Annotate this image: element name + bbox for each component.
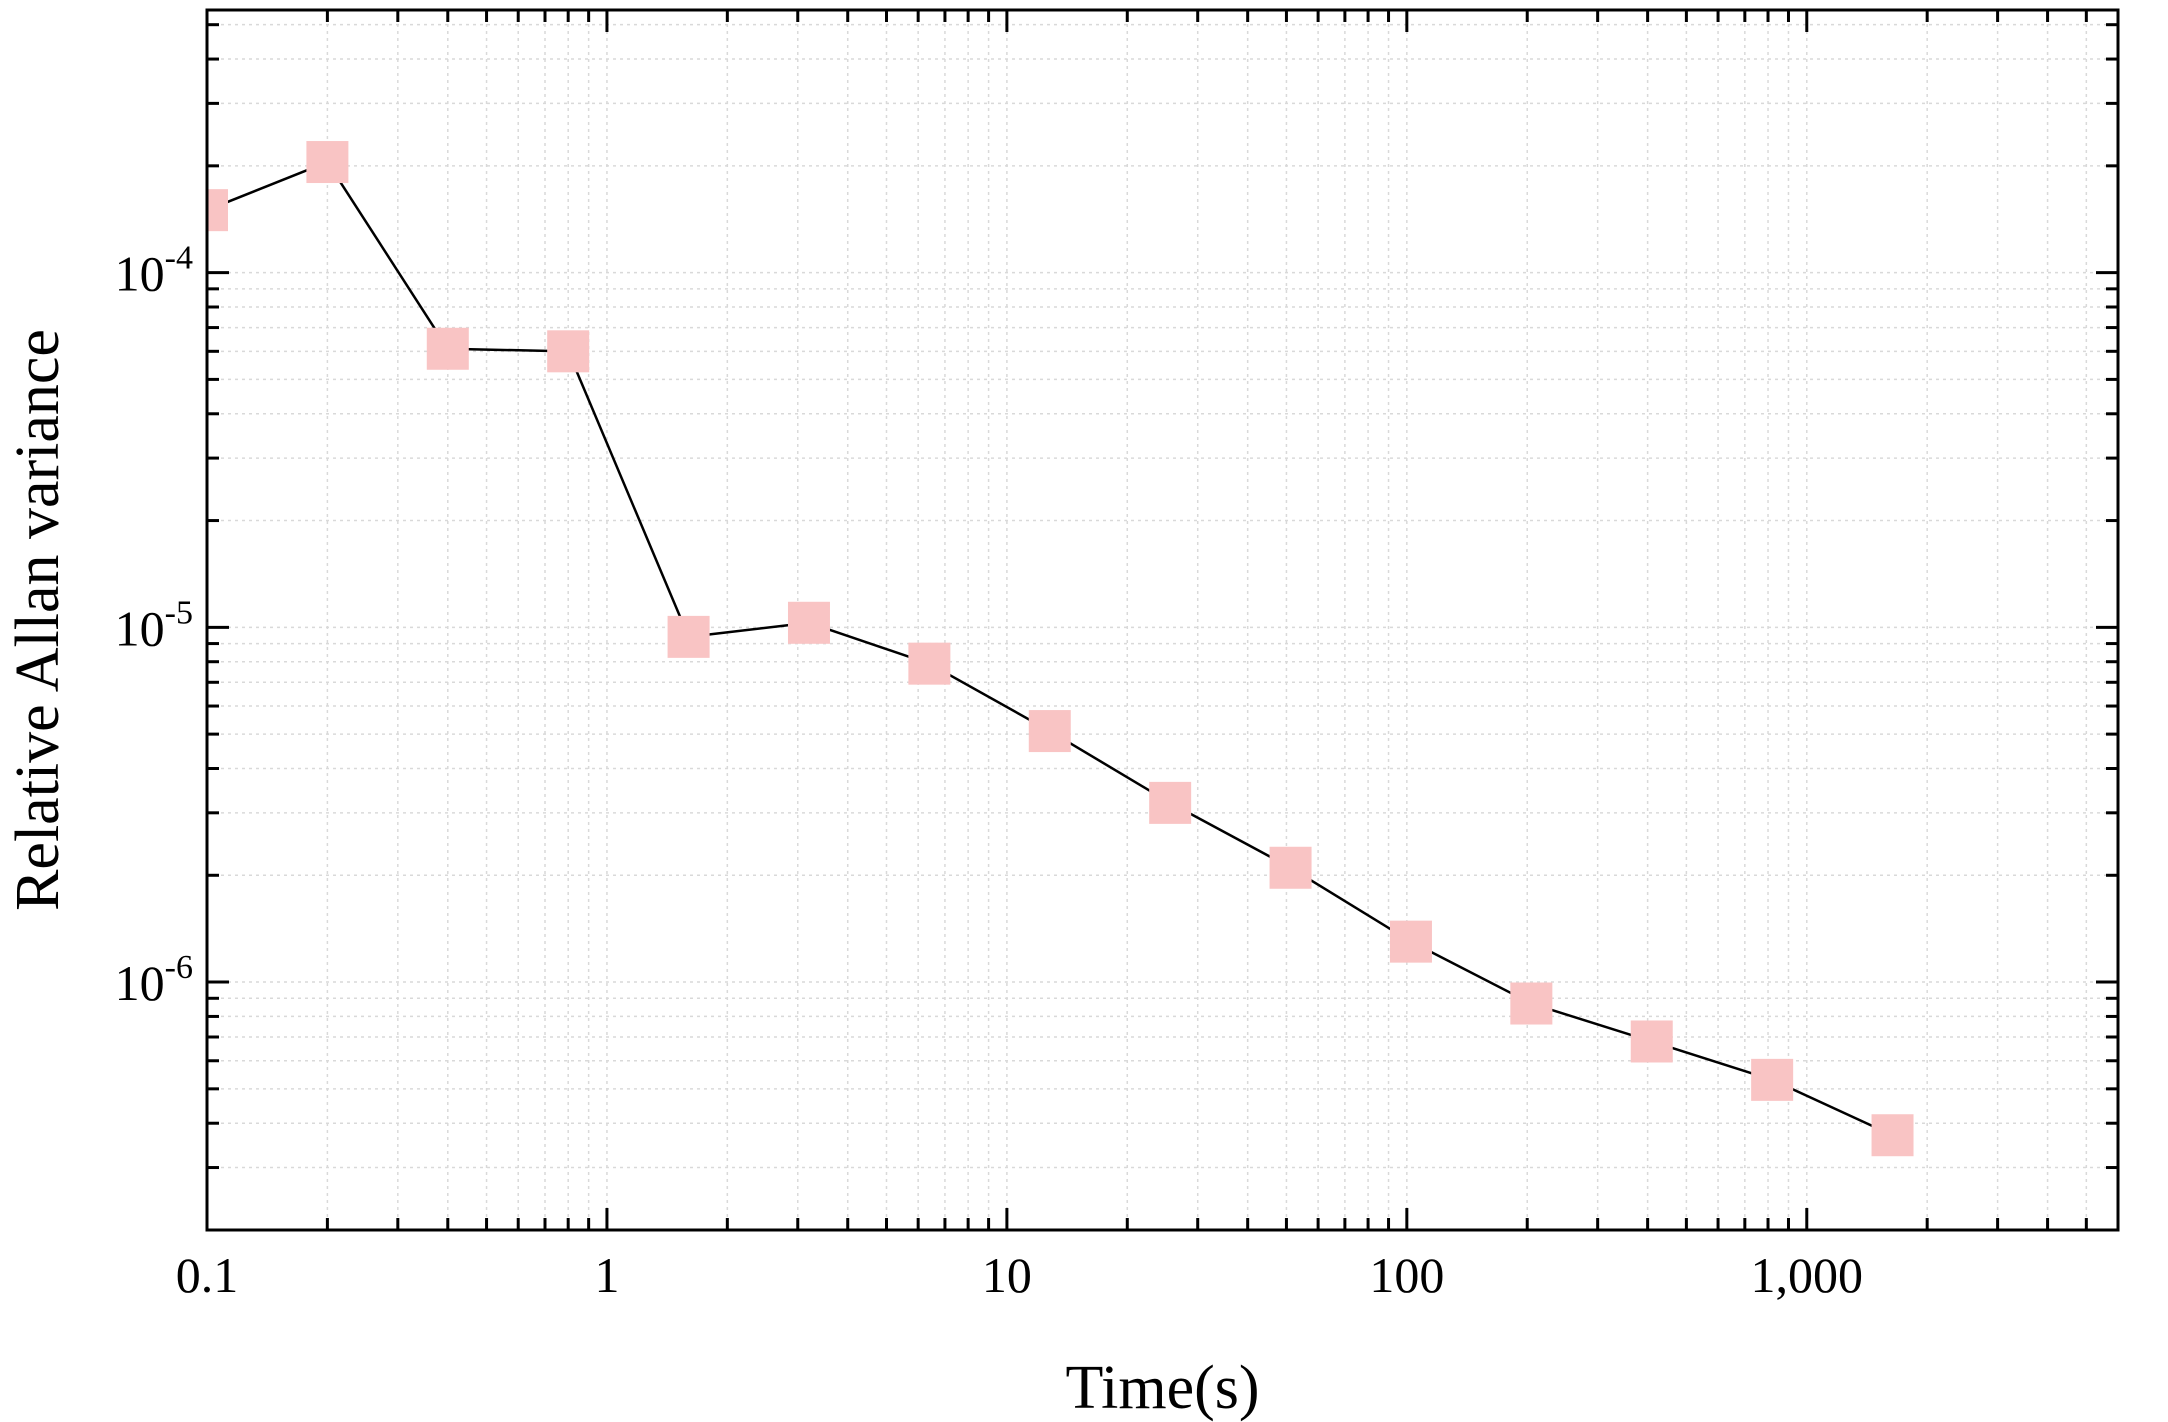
- data-point-marker: [1871, 1114, 1914, 1157]
- x-tick-label: 0.1: [176, 1247, 239, 1303]
- y-tick-label: 10-6: [115, 949, 193, 1011]
- x-tick-label: 10: [982, 1247, 1032, 1303]
- data-point-marker: [1630, 1020, 1673, 1063]
- x-tick-label: 1: [594, 1247, 619, 1303]
- series-segment: [567, 350, 690, 638]
- x-tick-label: 100: [1369, 1247, 1444, 1303]
- data-point-marker: [1028, 710, 1071, 753]
- data-point-marker: [306, 141, 349, 184]
- data-point-marker: [1389, 920, 1432, 963]
- data-point-marker: [908, 642, 951, 685]
- data-point-marker: [1510, 982, 1553, 1025]
- axis-ticks: [205, 10, 2120, 1232]
- x-tick-label: 1,000: [1751, 1247, 1864, 1303]
- x-axis-title: Time(s): [1065, 1354, 1259, 1422]
- data-point-marker: [667, 615, 710, 658]
- data-point-marker: [207, 189, 228, 232]
- x-axis-tick-labels: 0.1 1 10 100 1,000: [176, 1247, 1863, 1303]
- plot-frame: [205, 8, 2120, 1232]
- y-axis-title: Relative Allan variance: [4, 329, 72, 911]
- grid-lines: [206, 10, 2119, 1231]
- series-line-group: [207, 160, 1894, 1137]
- y-axis-tick-labels: 10-4 10-5 10-6: [115, 240, 193, 1011]
- y-tick-label: 10-5: [115, 594, 193, 656]
- data-point-marker: [1269, 846, 1312, 889]
- data-point-marker: [1751, 1058, 1794, 1101]
- data-point-marker: [787, 601, 830, 644]
- data-point-marker: [426, 327, 469, 370]
- series-markers: [207, 141, 1914, 1157]
- y-tick-label: 10-4: [115, 240, 193, 302]
- series-segment: [326, 161, 449, 350]
- data-point-marker: [1149, 781, 1192, 824]
- data-point-marker: [547, 330, 590, 373]
